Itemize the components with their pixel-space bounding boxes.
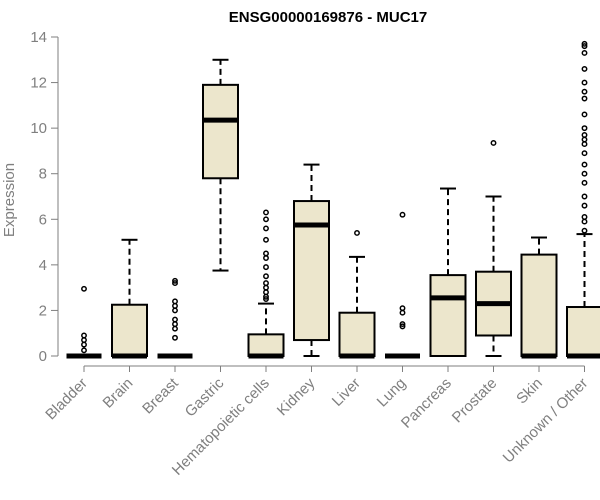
box-iqr bbox=[338, 311, 376, 358]
outlier-point bbox=[263, 255, 269, 261]
outlier-point bbox=[581, 179, 588, 186]
outlier-point bbox=[172, 334, 178, 341]
outlier-point bbox=[581, 161, 588, 168]
box-unknown-other bbox=[566, 40, 600, 359]
x-tick-label-unknown-other: Unknown / Other bbox=[500, 375, 592, 467]
outlier-point bbox=[81, 337, 87, 343]
outlier-point bbox=[399, 321, 406, 328]
outlier-point bbox=[263, 284, 269, 291]
outlier-point bbox=[263, 225, 269, 232]
y-tick-label: 8 bbox=[39, 166, 47, 183]
box-iqr bbox=[429, 274, 467, 357]
x-tick-label-prostate: Prostate bbox=[449, 375, 501, 427]
outlier-point bbox=[263, 289, 269, 296]
outlier-point bbox=[490, 140, 497, 146]
outlier-point bbox=[581, 111, 588, 118]
plot-area bbox=[66, 40, 600, 359]
box-iqr bbox=[247, 333, 285, 358]
x-tick-label-kidney: Kidney bbox=[274, 374, 319, 419]
box-iqr bbox=[520, 253, 558, 358]
outlier-point bbox=[399, 211, 406, 218]
y-tick-label: 6 bbox=[39, 211, 47, 228]
outlier-point bbox=[172, 302, 178, 309]
y-tick-label: 0 bbox=[39, 348, 47, 365]
outlier-point bbox=[172, 325, 178, 332]
outlier-point bbox=[581, 95, 588, 102]
y-tick-label: 4 bbox=[39, 257, 47, 274]
outlier-point bbox=[581, 43, 588, 50]
outlier-point bbox=[263, 264, 269, 271]
box-bladder bbox=[66, 285, 102, 359]
box-iqr bbox=[111, 303, 148, 358]
outlier-point bbox=[172, 280, 178, 287]
outlier-point bbox=[172, 298, 178, 305]
outlier-point bbox=[399, 309, 406, 316]
outlier-point bbox=[581, 88, 588, 95]
outlier-point bbox=[172, 277, 178, 284]
x-tick-label-lung: Lung bbox=[374, 375, 410, 411]
outlier-point bbox=[581, 79, 588, 86]
outlier-point bbox=[172, 316, 178, 323]
outlier-point bbox=[399, 323, 406, 330]
outlier-point bbox=[263, 296, 269, 302]
outlier-point bbox=[172, 307, 178, 314]
box-iqr bbox=[566, 306, 600, 357]
box-skin bbox=[520, 236, 558, 359]
outlier-point bbox=[172, 321, 178, 328]
y-tick-label: 14 bbox=[30, 29, 47, 46]
y-axis: 0 2 4 6 8 10 12 14 bbox=[30, 29, 59, 365]
box-lung bbox=[385, 211, 420, 359]
box-liver bbox=[338, 230, 376, 359]
outlier-point bbox=[263, 273, 269, 280]
outlier-point bbox=[581, 170, 588, 177]
x-tick-label-liver: Liver bbox=[329, 375, 364, 410]
x-tick-label-skin: Skin bbox=[513, 375, 546, 408]
outlier-point bbox=[263, 293, 269, 300]
y-axis-label: Expression bbox=[1, 163, 18, 237]
outlier-point bbox=[581, 227, 588, 234]
box-pancreas bbox=[429, 187, 467, 357]
outlier-point bbox=[581, 141, 588, 148]
outlier-point bbox=[581, 40, 588, 47]
outlier-point bbox=[399, 305, 406, 312]
box-prostate bbox=[475, 140, 512, 357]
outlier-point bbox=[263, 236, 269, 243]
chart-title: ENSG00000169876 - MUC17 bbox=[229, 9, 427, 26]
box-gastric bbox=[202, 58, 239, 272]
box-hematopoietic-cells bbox=[247, 209, 285, 359]
outlier-point bbox=[81, 341, 87, 348]
x-tick-label-bladder: Bladder bbox=[42, 375, 91, 424]
x-tick-label-pancreas: Pancreas bbox=[398, 375, 455, 432]
y-tick-label: 2 bbox=[39, 302, 47, 319]
outlier-point bbox=[81, 347, 87, 354]
outlier-point bbox=[581, 65, 588, 72]
y-tick-label: 10 bbox=[30, 120, 47, 137]
outlier-point bbox=[581, 125, 588, 132]
x-tick-label-breast: Breast bbox=[139, 374, 182, 417]
outlier-point bbox=[581, 218, 588, 225]
outlier-point bbox=[581, 150, 588, 157]
box-iqr bbox=[202, 83, 239, 180]
outlier-point bbox=[263, 250, 269, 257]
outlier-point bbox=[354, 230, 360, 236]
box-breast bbox=[157, 277, 193, 359]
outlier-point bbox=[81, 285, 87, 292]
y-tick-label: 12 bbox=[30, 75, 47, 92]
outlier-point bbox=[263, 216, 269, 223]
outlier-point bbox=[581, 136, 588, 143]
outlier-point bbox=[581, 214, 588, 220]
outlier-point bbox=[581, 132, 588, 138]
outlier-point bbox=[581, 193, 588, 200]
outlier-point bbox=[263, 209, 269, 216]
outlier-point bbox=[581, 202, 588, 209]
box-brain bbox=[111, 238, 148, 359]
x-tick-label-brain: Brain bbox=[100, 375, 137, 412]
box-iqr bbox=[293, 200, 330, 342]
box-kidney bbox=[293, 163, 330, 357]
outlier-point bbox=[263, 280, 269, 287]
outlier-point bbox=[581, 50, 588, 56]
outlier-point bbox=[81, 332, 87, 339]
